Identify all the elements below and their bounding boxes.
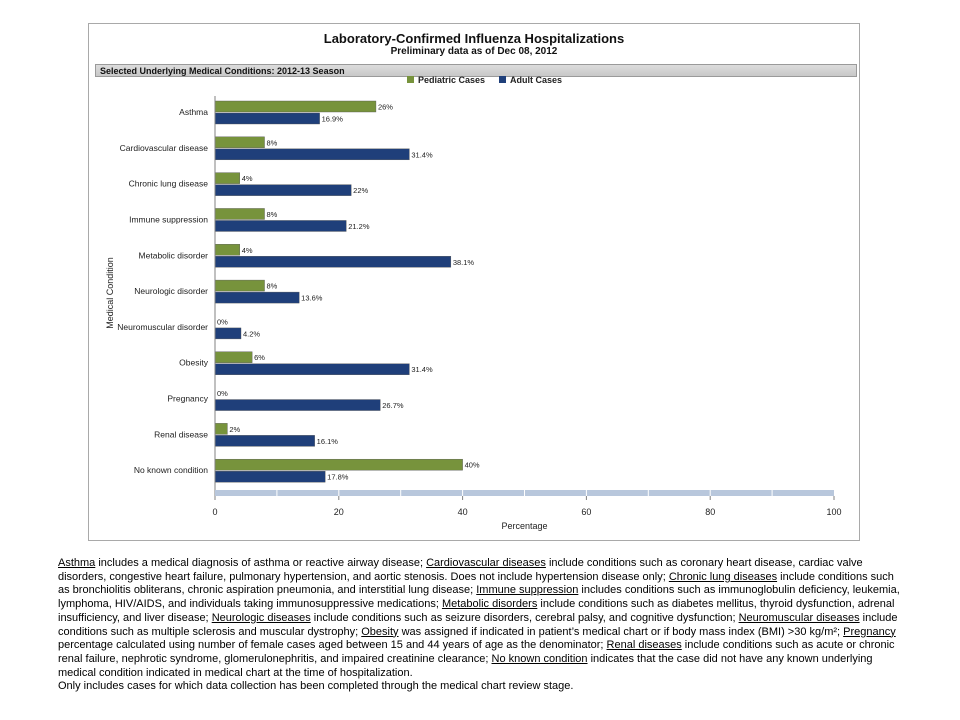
bar-chart: Asthma 26% 16.9% Cardiovascular disease 8% 31… — [105, 75, 842, 531]
x-tick-label: 80 — [705, 507, 715, 517]
category-label: Chronic lung disease — [129, 179, 209, 189]
footnote-term-renal: Renal diseases — [606, 639, 682, 652]
legend-label: Pediatric Cases — [418, 75, 485, 85]
chart-title: Laboratory-Confirmed Influenza Hospitali… — [323, 31, 625, 46]
bar-adult — [214, 148, 410, 161]
chart-subtitle: Preliminary data as of Dec 08, 2012 — [390, 46, 558, 57]
footnote-last-line: Only includes cases for which data colle… — [58, 680, 574, 693]
data-label: 0% — [217, 317, 228, 326]
data-label: 40% — [465, 461, 480, 470]
bar-adult — [214, 399, 381, 411]
data-label: 4.2% — [243, 329, 260, 338]
bar-adult — [214, 363, 410, 375]
data-label: 21.2% — [348, 222, 370, 231]
data-label: 22% — [353, 186, 368, 195]
bar-pediatric — [214, 100, 377, 113]
x-tick-label: 40 — [458, 507, 468, 517]
x-tick-label: 20 — [334, 507, 344, 517]
bar-pediatric — [214, 136, 265, 149]
data-label: 31.4% — [411, 150, 433, 159]
footnote-paragraph: Asthma includes a medical diagnosis of a… — [58, 557, 900, 679]
footnote-term-pregnancy: Pregnancy — [843, 625, 896, 638]
footnote-term-asthma: Asthma — [58, 557, 96, 569]
data-label: 8% — [267, 138, 278, 147]
x-tick-label: 60 — [581, 507, 591, 517]
bar-pediatric — [214, 244, 240, 256]
data-label: 26% — [378, 103, 393, 112]
footnote-term-obesity: Obesity — [361, 625, 399, 638]
data-label: 26.7% — [382, 401, 404, 410]
section-label: Selected Underlying Medical Conditions: … — [100, 66, 345, 76]
footnote-term-metabolic: Metabolic disorders — [441, 598, 538, 611]
bar-pediatric — [214, 458, 463, 471]
category-label: Neuromuscular disorder — [117, 322, 208, 332]
data-label: 38.1% — [453, 258, 475, 267]
category-label: Cardiovascular disease — [120, 143, 209, 153]
bar-adult — [214, 184, 352, 196]
category-label: Asthma — [179, 107, 208, 117]
bar-adult — [214, 112, 320, 125]
bar-adult — [214, 327, 242, 340]
category-label: Neurologic disorder — [134, 286, 208, 296]
data-label: 17.8% — [327, 473, 349, 482]
footnote-term-neuromuscular: Neuromuscular diseases — [738, 611, 860, 624]
category-label: Immune suppression — [129, 214, 208, 224]
data-label: 16.1% — [317, 437, 339, 446]
footnote-term-cardiovascular: Cardiovascular diseases — [426, 557, 546, 569]
bar-pediatric — [214, 208, 265, 220]
bar-pediatric — [214, 279, 265, 292]
category-label: Pregnancy — [167, 394, 208, 404]
category-label: Obesity — [179, 358, 209, 368]
legend-swatch-pediatric — [407, 76, 414, 83]
footnotes: Asthma includes a medical diagnosis of a… — [58, 557, 908, 694]
data-label: 16.9% — [322, 115, 344, 124]
data-label: 2% — [229, 425, 240, 434]
legend-swatch-adult — [499, 76, 506, 83]
data-label: 6% — [254, 353, 265, 362]
footnote-term-immune: Immune suppression — [476, 584, 579, 597]
data-label: 4% — [242, 174, 253, 183]
x-tick-label: 0 — [212, 507, 217, 517]
bar-pediatric — [214, 423, 228, 435]
legend-label: Adult Cases — [510, 75, 562, 85]
footnote-term-neurologic: Neurologic diseases — [211, 611, 311, 624]
x-axis-label: Percentage — [501, 521, 547, 531]
footnote-term-no-known: No known condition — [491, 652, 588, 665]
x-tick-label: 100 — [826, 507, 841, 517]
section-header-bar: Selected Underlying Medical Conditions: … — [95, 64, 857, 77]
y-axis-label: Medical Condition — [105, 257, 115, 329]
bar-adult — [214, 470, 326, 483]
data-label: 0% — [217, 389, 228, 398]
bar-pediatric — [214, 351, 253, 363]
category-label: No known condition — [134, 465, 208, 475]
category-label: Metabolic disorder — [139, 250, 209, 260]
data-label: 8% — [267, 210, 278, 219]
data-label: 31.4% — [411, 365, 433, 374]
data-label: 4% — [242, 246, 253, 255]
data-label: 8% — [267, 282, 278, 291]
bar-adult — [214, 256, 452, 268]
bar-adult — [214, 291, 300, 304]
bar-adult — [214, 435, 315, 447]
category-label: Renal disease — [154, 429, 208, 439]
bar-pediatric — [214, 172, 240, 184]
chart-frame: Laboratory-Confirmed Influenza Hospitali… — [88, 23, 860, 541]
data-label: 13.6% — [301, 294, 323, 303]
footnote-term-chronic-lung: Chronic lung diseases — [668, 570, 778, 583]
bar-adult — [214, 220, 347, 232]
